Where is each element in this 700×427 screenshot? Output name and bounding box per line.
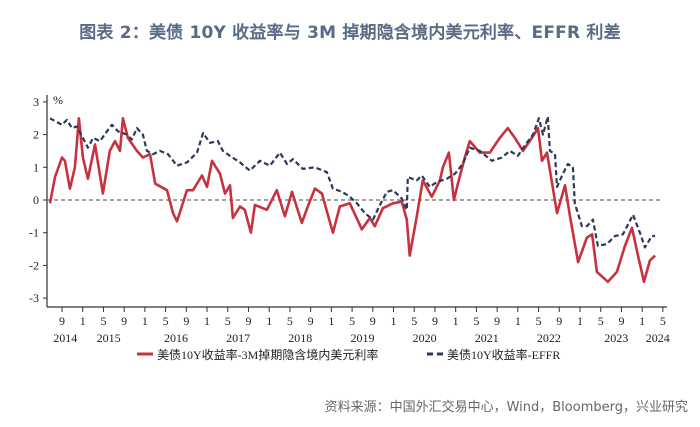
y-tick-label: -2 bbox=[29, 258, 39, 272]
chart-title: 图表 2：美债 10Y 收益率与 3M 掉期隐含境内美元利率、EFFR 利差 bbox=[79, 23, 621, 43]
x-year-label: 2020 bbox=[413, 331, 437, 345]
x-tick-label: 9 bbox=[618, 314, 624, 328]
x-year-label: 2019 bbox=[350, 331, 374, 345]
x-tick-label: 9 bbox=[183, 314, 189, 328]
y-tick-label: 3 bbox=[33, 95, 39, 109]
x-tick-label: 5 bbox=[100, 314, 106, 328]
x-tick-label: 1 bbox=[639, 314, 645, 328]
x-year-label: 2014 bbox=[53, 331, 77, 345]
legend-label-2: 美债10Y收益率-EFFR bbox=[447, 347, 560, 362]
x-tick-label: 5 bbox=[598, 314, 604, 328]
x-year-label: 2021 bbox=[475, 331, 499, 345]
x-tick-label: 5 bbox=[163, 314, 169, 328]
x-year-label: 2016 bbox=[164, 331, 188, 345]
x-tick-label: 9 bbox=[59, 314, 65, 328]
y-tick-label: -1 bbox=[29, 226, 39, 240]
x-tick-label: 1 bbox=[391, 314, 397, 328]
x-year-label: 2017 bbox=[226, 331, 250, 345]
y-tick-label: 1 bbox=[33, 160, 39, 174]
x-tick-label: 5 bbox=[225, 314, 231, 328]
series-line-2 bbox=[49, 115, 656, 249]
x-tick-label: 9 bbox=[308, 314, 314, 328]
x-year-label: 2022 bbox=[537, 331, 561, 345]
x-year-label: 2023 bbox=[604, 331, 628, 345]
x-tick-label: 9 bbox=[556, 314, 562, 328]
x-tick-label: 1 bbox=[328, 314, 334, 328]
x-tick-label: 9 bbox=[245, 314, 251, 328]
x-tick-label: 1 bbox=[515, 314, 521, 328]
x-year-label: 2024 bbox=[646, 331, 670, 345]
x-tick-label: 9 bbox=[432, 314, 438, 328]
y-tick-label: -3 bbox=[29, 291, 39, 305]
legend-label-1: 美债10Y收益率-3M掉期隐含境内美元利率 bbox=[157, 347, 378, 362]
x-tick-label: 1 bbox=[266, 314, 272, 328]
x-tick-label: 9 bbox=[494, 314, 500, 328]
source-note: 资料来源：中国外汇交易中心，Wind，Bloomberg，兴业研究 bbox=[324, 400, 688, 415]
x-year-label: 2015 bbox=[97, 331, 121, 345]
x-tick-label: 1 bbox=[204, 314, 210, 328]
x-tick-label: 1 bbox=[80, 314, 86, 328]
x-tick-label: 5 bbox=[473, 314, 479, 328]
x-tick-label: 5 bbox=[660, 314, 666, 328]
x-tick-label: 5 bbox=[349, 314, 355, 328]
x-tick-label: 1 bbox=[142, 314, 148, 328]
x-tick-label: 1 bbox=[577, 314, 583, 328]
x-tick-label: 1 bbox=[453, 314, 459, 328]
y-tick-label: 2 bbox=[33, 128, 39, 142]
x-tick-label: 5 bbox=[536, 314, 542, 328]
x-tick-label: 9 bbox=[370, 314, 376, 328]
x-tick-label: 5 bbox=[287, 314, 293, 328]
x-tick-label: 5 bbox=[411, 314, 417, 328]
y-axis-unit: % bbox=[53, 93, 63, 107]
x-year-label: 2018 bbox=[288, 331, 312, 345]
y-tick-label: 0 bbox=[33, 193, 39, 207]
x-tick-label: 9 bbox=[121, 314, 127, 328]
